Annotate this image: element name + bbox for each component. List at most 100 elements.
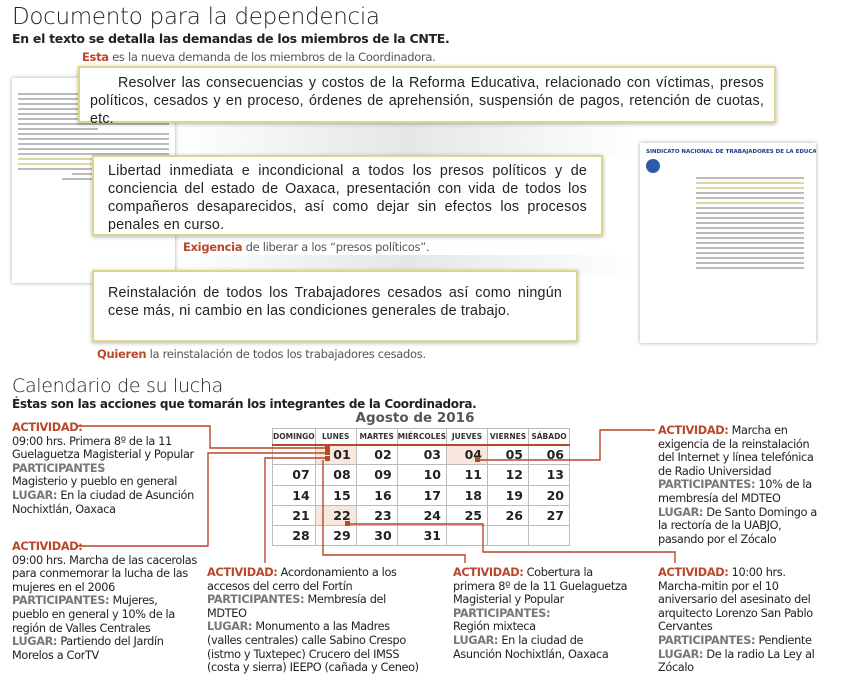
calendar-date [272, 443, 316, 466]
calendar-date: 16 [355, 484, 398, 506]
event-2: ACTIVIDAD: 09:00 hrs. Marcha de las cacer… [12, 540, 197, 662]
union-logo-icon [646, 159, 660, 173]
calendar-date: 15 [314, 484, 357, 506]
quote-reinstalacion: Reinstalación de todos los Trabajadores … [92, 270, 578, 342]
caption-highlight: Quieren [97, 347, 147, 361]
calendar-date: 09 [355, 464, 398, 486]
calendar-date: 07 [272, 464, 316, 486]
zoom-shadow [175, 122, 635, 157]
activity-text: Acordonamiento a los accesos del cerro d… [207, 566, 397, 593]
calendar-day-header: LUNES [314, 428, 357, 446]
event-4: ACTIVIDAD: Cobertura la primera 8º de la… [453, 566, 628, 661]
activity-label: ACTIVIDAD: [658, 566, 729, 579]
calendar-date: 28 [272, 525, 316, 547]
page-subtitle: En el texto se detalla las demandas de l… [12, 31, 450, 46]
calendar-date [487, 525, 530, 547]
calendar-date: 17 [396, 484, 448, 506]
caption-highlight: Esta [82, 50, 109, 64]
activity-label: ACTIVIDAD: [12, 421, 83, 434]
place-text: En la ciudad de Asunción Nochixtlán, Oax… [12, 488, 194, 516]
place-label: LUGAR: [12, 635, 58, 649]
calendar-day-header: JUEVES [446, 428, 489, 446]
place-text: Partiendo del Jardín Morelos a CorTV [12, 635, 164, 662]
calendar: DOMINGO LUNES MARTES MIÉRCOLES JUEVES VIERNES… [272, 428, 571, 547]
calendar-week: 28 29 30 31 [272, 525, 571, 547]
participants-label: PARTICIPANTES: [658, 633, 756, 647]
calendar-day-header: SÁBADO [528, 428, 571, 446]
activity-text: 09:00 hrs. Marcha de las cacerolas para … [12, 553, 197, 594]
activity-text: 09:00 hrs. Primera 8º de la 11 Guelaguet… [12, 434, 194, 462]
calendar-date: 23 [355, 504, 398, 527]
calendar-date [528, 525, 571, 547]
calendar-date: 04 [446, 443, 489, 466]
scanned-document-right: SINDICATO NACIONAL DE TRABAJADORES DE LA… [640, 143, 816, 343]
participants-text: Mujeres, pueblo en general y 10% de la r… [12, 594, 175, 635]
caption-new-demand: Esta es la nueva demanda de los miembros… [82, 50, 436, 64]
participants-text: Pendiente [755, 633, 812, 647]
calendar-day-header: MIÉRCOLES [396, 428, 448, 446]
calendar-day-header: DOMINGO [272, 428, 316, 446]
calendar-date: 19 [487, 484, 530, 506]
participants-text: Membresía del MDTEO [207, 593, 386, 620]
calendar-date: 08 [314, 464, 357, 486]
calendar-date: 18 [446, 484, 489, 506]
calendar-week: 01 02 03 04 05 06 [272, 443, 571, 466]
participants-text: Región mixteca [453, 620, 536, 634]
quote-presos: Libertad inmediata e incondicional a tod… [92, 155, 603, 236]
calendar-week: 21 22 23 24 25 26 27 [272, 504, 571, 527]
caption-highlight: Exigencia [183, 240, 243, 254]
participants-label: PARTICIPANTES: [658, 478, 756, 492]
participants-label: PARTICIPANTES [12, 461, 106, 475]
calendar-date: 29 [314, 525, 357, 547]
caption-quieren: Quieren la reinstalación de todos los tr… [97, 347, 426, 361]
activity-text: Marcha en exigencia de la reinstalación … [658, 424, 814, 478]
participants-label: PARTICIPANTES: [207, 593, 305, 607]
activity-label: ACTIVIDAD: [658, 424, 729, 437]
calendar-week: 14 15 16 17 18 19 20 [272, 484, 571, 506]
calendar-date: 27 [528, 504, 571, 527]
calendar-date: 26 [487, 504, 530, 527]
calendar-date [446, 525, 489, 547]
place-label: LUGAR: [12, 488, 58, 502]
activity-label: ACTIVIDAD: [207, 566, 278, 579]
calendar-title: Agosto de 2016 [355, 410, 475, 426]
calendar-date: 05 [487, 443, 530, 466]
calendar-week: 07 08 09 10 11 12 13 [272, 464, 571, 486]
calendar-date: 13 [528, 464, 571, 486]
caption-text: la reinstalación de todos los trabajador… [146, 347, 427, 361]
event-3: ACTIVIDAD: Acordonamiento a los accesos … [207, 566, 422, 675]
calendar-date: 11 [446, 464, 489, 486]
activity-label: ACTIVIDAD: [453, 566, 524, 579]
document-letterhead: SINDICATO NACIONAL DE TRABAJADORES DE LA… [646, 149, 816, 155]
activity-text: Cobertura la primera 8º de la 11 Guelagu… [453, 566, 628, 607]
calendar-date: 30 [355, 525, 398, 547]
calendar-date: 06 [528, 443, 571, 466]
calendar-date: 10 [396, 464, 448, 486]
participants-label: PARTICIPANTES: [453, 606, 551, 620]
calendar-date: 14 [272, 484, 316, 506]
activity-text: 10:00 hrs. Marcha-mitin por el 10 aniver… [658, 566, 813, 634]
caption-exigencia: Exigencia de liberar a los “presos polít… [183, 240, 430, 254]
calendar-date: 22 [314, 504, 357, 527]
participants-text: Magisterio y pueblo en general [12, 475, 178, 489]
place-label: LUGAR: [207, 620, 253, 634]
caption-text: de liberar a los “presos políticos”. [242, 240, 430, 254]
calendar-date: 02 [355, 443, 398, 466]
calendar-day-header: MARTES [355, 428, 398, 446]
section-title: Calendario de su lucha [12, 375, 224, 397]
place-label: LUGAR: [658, 505, 704, 519]
place-label: LUGAR: [453, 633, 499, 647]
calendar-date: 31 [396, 525, 448, 547]
place-text: En la ciudad de Asunción Nochixtlán, Oax… [453, 633, 609, 661]
participants-label: PARTICIPANTES: [12, 594, 110, 608]
calendar-date: 20 [528, 484, 571, 506]
calendar-day-header: VIERNES [487, 428, 530, 446]
event-1: ACTIVIDAD: 09:00 hrs. Primera 8º de la 11… [12, 421, 197, 516]
section-subtitle: Éstas son las acciones que tomarán los i… [12, 397, 477, 411]
calendar-date: 12 [487, 464, 530, 486]
page-title: Documento para la dependencia [12, 4, 380, 30]
calendar-date: 01 [314, 443, 357, 466]
event-6: ACTIVIDAD: 10:00 hrs. Marcha-mitin por e… [658, 566, 828, 675]
place-text: De Santo Domingo a la rectoría de la UAB… [658, 505, 817, 546]
place-label: LUGAR: [658, 647, 704, 661]
